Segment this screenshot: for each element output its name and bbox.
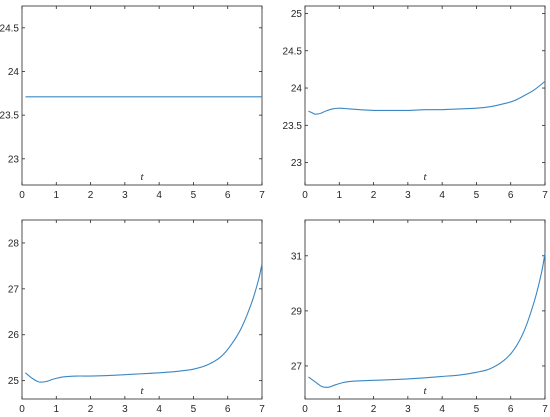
x-tick-label: 6: [508, 190, 514, 201]
x-tick-label: 3: [405, 404, 411, 415]
x-tick-label: 5: [474, 190, 480, 201]
x-tick-label: 1: [337, 190, 343, 201]
y-tick-label: 25: [291, 9, 303, 20]
y-tick-label: 27: [8, 284, 20, 295]
x-tick-label: 4: [156, 190, 162, 201]
x-tick-label: 7: [542, 190, 548, 201]
x-tick-label: 0: [302, 190, 308, 201]
x-tick-label: 0: [302, 404, 308, 415]
x-tick-label: 4: [439, 404, 445, 415]
x-axis-label: t: [140, 385, 144, 397]
y-tick-label: 23: [291, 158, 303, 169]
x-tick-label: 7: [259, 190, 265, 201]
x-tick-label: 0: [19, 404, 25, 415]
panel-3: 0 1 2 3 4 5 6 7 25 26 27 28 t: [8, 219, 265, 415]
x-tick-label: 4: [439, 190, 445, 201]
x-tick-label: 1: [54, 190, 60, 201]
series-line: [308, 252, 546, 388]
x-tick-label: 5: [474, 404, 480, 415]
y-tick-label: 23.5: [283, 121, 303, 132]
x-tick-label: 3: [122, 190, 128, 201]
y-tick-label: 23: [8, 154, 20, 165]
y-tick-label: 24.5: [0, 23, 19, 34]
x-tick-label: 2: [88, 404, 94, 415]
y-tick-label: 24.5: [283, 46, 303, 57]
x-tick-label: 2: [88, 190, 94, 201]
x-tick-label: 7: [259, 404, 265, 415]
y-tick-label: 26: [8, 330, 20, 341]
y-tick-label: 27: [291, 361, 303, 372]
x-tick-label: 6: [225, 404, 231, 415]
x-tick-label: 1: [54, 404, 60, 415]
x-tick-label: 3: [405, 190, 411, 201]
y-tick-label: 24: [291, 84, 303, 95]
x-tick-label: 7: [542, 404, 548, 415]
x-axis-label: t: [423, 385, 427, 397]
x-tick-label: 5: [191, 190, 197, 201]
plot-frame: [21, 5, 263, 186]
x-tick-label: 1: [337, 404, 343, 415]
plot-frame: [21, 219, 263, 400]
y-tick-label: 24: [8, 67, 20, 78]
x-tick-label: 2: [371, 404, 377, 415]
y-tick-label: 28: [8, 238, 20, 249]
y-tick-label: 31: [291, 251, 303, 262]
x-tick-label: 5: [191, 404, 197, 415]
plot-frame: [304, 219, 546, 400]
series-line: [308, 80, 546, 115]
plot-frame: [304, 5, 546, 186]
y-tick-label: 29: [291, 306, 303, 317]
x-tick-label: 6: [508, 404, 514, 415]
x-axis-label: t: [140, 171, 144, 183]
x-tick-label: 4: [156, 404, 162, 415]
y-tick-label: 23.5: [0, 111, 19, 122]
x-tick-label: 3: [122, 404, 128, 415]
panel-4: 0 1 2 3 4 5 6 7 27 29 31 t: [291, 219, 548, 415]
series-line: [25, 263, 263, 383]
x-tick-label: 2: [371, 190, 377, 201]
x-tick-label: 6: [225, 190, 231, 201]
y-tick-label: 25: [8, 376, 20, 387]
x-axis-label: t: [423, 171, 427, 183]
x-tick-label: 0: [19, 190, 25, 201]
